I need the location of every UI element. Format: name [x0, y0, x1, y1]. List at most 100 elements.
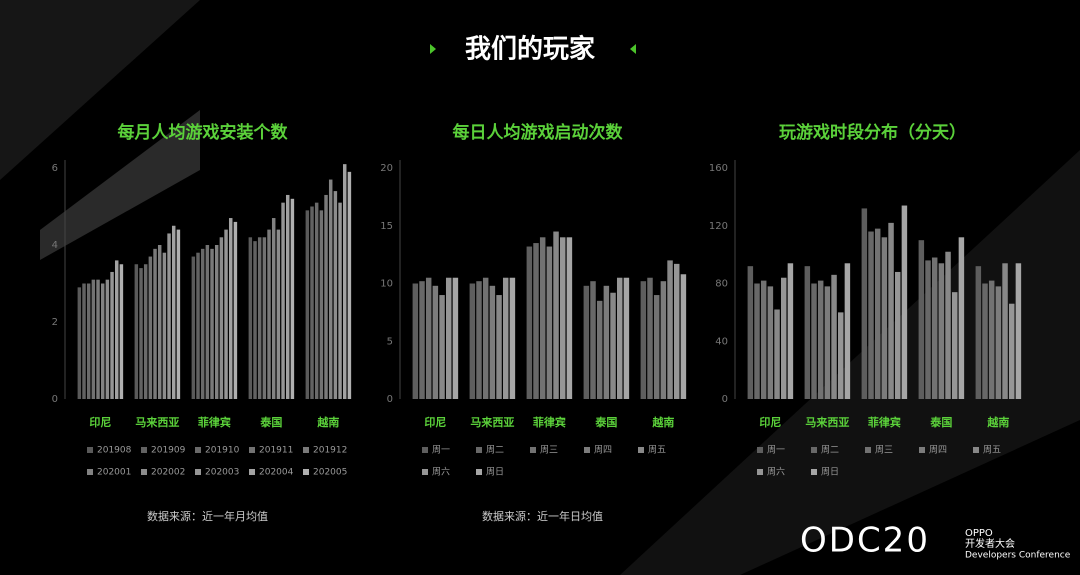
bar	[205, 245, 210, 399]
bar	[157, 245, 162, 399]
bar	[419, 281, 425, 399]
legend-label: 周二	[821, 445, 839, 456]
bar	[271, 218, 276, 399]
slide-title: 我们的玩家	[465, 34, 595, 65]
chevron	[630, 44, 636, 54]
bar	[660, 281, 667, 399]
legend-swatch	[141, 469, 147, 475]
bar	[114, 260, 119, 399]
x-tick-label: 泰国	[929, 415, 952, 429]
bar	[647, 277, 653, 399]
bar	[319, 210, 324, 399]
bar	[476, 281, 482, 399]
legend-label: 202003	[205, 468, 239, 478]
bar	[253, 241, 257, 399]
bar	[623, 277, 630, 399]
bar	[583, 285, 590, 399]
legend-label: 周四	[594, 445, 612, 456]
y-tick-label: 10	[380, 279, 393, 290]
bar	[673, 263, 680, 399]
legend-swatch	[638, 447, 644, 453]
legend-label: 201910	[205, 446, 240, 456]
bar	[774, 309, 780, 399]
bar	[868, 231, 874, 399]
bar	[780, 277, 787, 399]
legend-swatch	[865, 447, 871, 453]
y-tick-label: 6	[52, 163, 58, 174]
bar	[328, 179, 333, 399]
chart-title: 每日人均游戏启动次数	[453, 122, 624, 143]
legend-label: 201908	[97, 446, 132, 456]
x-tick-label: 菲律宾	[198, 415, 231, 429]
legend-label: 周日	[486, 467, 504, 478]
legend-label: 201911	[259, 446, 293, 456]
bar	[817, 280, 824, 399]
bar	[975, 266, 982, 399]
bar	[1002, 263, 1008, 399]
legend-swatch	[195, 447, 201, 453]
legend-label: 周一	[767, 445, 785, 456]
legend-label: 201909	[151, 446, 186, 456]
bar	[925, 260, 931, 399]
x-tick-label: 马来西亚	[805, 415, 849, 429]
bar	[874, 228, 881, 399]
bar	[333, 191, 338, 399]
bar	[219, 237, 224, 399]
bar	[496, 295, 502, 399]
legend-swatch	[811, 447, 817, 453]
x-tick-label: 马来西亚	[470, 415, 514, 429]
bar	[469, 283, 476, 399]
bar	[958, 237, 965, 399]
legend-swatch	[141, 447, 147, 453]
bar	[1015, 263, 1022, 399]
bar	[191, 256, 196, 399]
bar	[861, 208, 868, 399]
bar	[86, 283, 91, 399]
bar	[951, 292, 958, 399]
bar	[931, 257, 938, 399]
bar	[148, 256, 153, 399]
x-tick-label: 印尼	[759, 416, 781, 429]
bar	[412, 283, 419, 399]
bar	[653, 295, 660, 399]
legend-swatch	[303, 469, 309, 475]
bar	[502, 277, 509, 399]
bar	[894, 271, 901, 399]
bar	[153, 248, 157, 399]
chevron	[430, 44, 436, 54]
bar	[91, 279, 96, 399]
bar	[119, 264, 124, 399]
bar	[539, 237, 546, 399]
legend-label: 201912	[313, 446, 347, 456]
bar	[553, 231, 559, 399]
bar	[1008, 303, 1015, 399]
bar	[281, 202, 285, 399]
legend-label: 周五	[983, 445, 1001, 456]
legend-swatch	[249, 447, 255, 453]
bar	[590, 281, 596, 399]
bar	[425, 277, 432, 399]
event-en: Developers Conference	[965, 551, 1071, 561]
legend-label: 周二	[486, 445, 504, 456]
bar	[167, 233, 171, 399]
bar	[603, 285, 610, 399]
x-tick-label: 印尼	[89, 416, 111, 429]
bar	[310, 206, 314, 399]
bar	[171, 225, 176, 399]
y-tick-label: 40	[715, 336, 728, 347]
bar	[439, 295, 445, 399]
bar	[248, 237, 253, 399]
bar	[290, 198, 295, 399]
bar	[982, 283, 988, 399]
bar	[559, 237, 566, 399]
logo: ODC20	[800, 521, 930, 561]
x-tick-label: 马来西亚	[135, 415, 179, 429]
chart-title: 玩游戏时段分布（分天）	[779, 122, 966, 143]
bar	[196, 252, 200, 399]
y-tick-label: 15	[380, 221, 393, 232]
bar	[338, 202, 342, 399]
decor	[0, 0, 200, 180]
bar	[844, 263, 851, 399]
y-tick-label: 0	[722, 394, 728, 405]
legend-swatch	[249, 469, 255, 475]
